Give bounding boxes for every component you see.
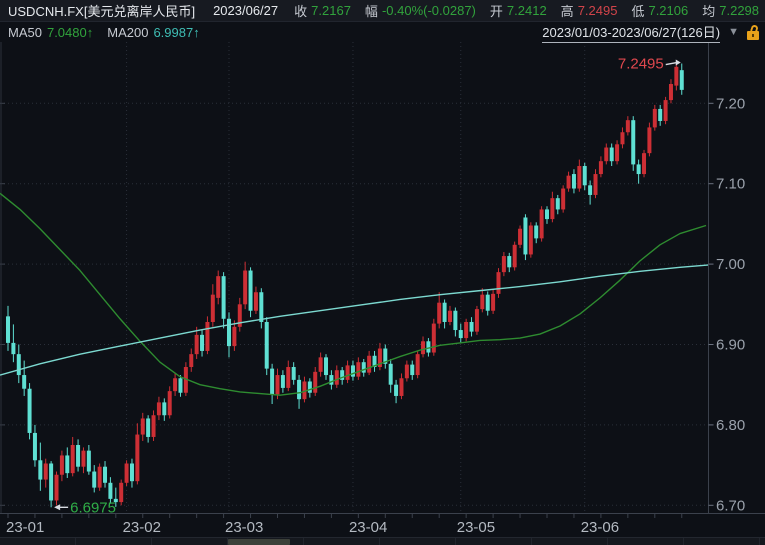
quote-field-close: 收 7.2167 [294,1,351,20]
close-value: 7.2167 [311,3,351,18]
ma50-value: 7.0480↑ [46,24,94,40]
svg-text:7.2495: 7.2495 [618,56,664,73]
ma200-value: 6.9987↑ [153,24,200,40]
svg-text:7.10: 7.10 [716,176,745,193]
svg-text:6.80: 6.80 [716,417,745,434]
horizontal-scrollbar[interactable] [0,537,765,545]
open-label: 开 [489,4,503,19]
chevron-down-icon[interactable]: ▼ [728,26,739,38]
quote-field-high: 高 7.2495 [561,1,618,20]
quote-field-change: 幅 -0.40%(-0.0287) [365,1,476,20]
axes [0,42,765,518]
average-label: 均 [702,4,716,19]
quote-header-bar: USDCNH.FX[美元兑离岸人民币] 2023/06/27 收 7.2167 … [0,0,765,22]
svg-text:6.6975: 6.6975 [70,499,116,516]
y-axis-labels: 6.70 6.80 6.90 7.00 7.10 7.20 [708,95,745,514]
low-label: 低 [631,4,645,19]
svg-text:6.90: 6.90 [716,337,745,354]
change-value: -0.40%(-0.0287) [381,3,476,18]
scrollbar-thumb[interactable] [228,539,290,545]
ma200-line [0,264,710,376]
x-axis-labels: 23-01 23-02 23-03 23-04 23-05 23-06 [6,519,619,536]
gridlines [0,42,709,514]
svg-text:6.70: 6.70 [716,497,745,514]
svg-text:23-05: 23-05 [457,519,495,536]
close-label: 收 [294,4,308,19]
low-value: 7.2106 [648,3,689,18]
ma200-label: MA200 [107,24,149,40]
lock-keyhole [752,33,754,37]
quote-date: 2023/06/27 [213,3,279,18]
svg-text:23-06: 23-06 [581,519,619,536]
date-range-selector[interactable]: 2023/01/03-2023/06/27(126日) [542,22,721,43]
ma50-line [0,192,707,396]
open-value: 7.2412 [506,3,547,18]
symbol-title: USDCNH.FX[美元兑离岸人民币] [8,4,196,19]
price-annotations: 7.2495 6.6975 [54,56,681,516]
change-label: 幅 [364,4,378,19]
svg-text:23-02: 23-02 [123,519,161,536]
ma50-label: MA50 [8,24,42,40]
svg-text:23-01: 23-01 [6,519,44,536]
unlock-icon[interactable] [746,23,761,40]
svg-text:7.20: 7.20 [716,95,745,112]
svg-text:23-04: 23-04 [349,519,387,536]
quote-field-low: 低 7.2106 [631,1,688,20]
candlesticks [6,63,684,508]
average-value: 7.2298 [719,3,760,18]
quote-field-open: 开 7.2412 [490,1,547,20]
svg-text:23-03: 23-03 [225,519,263,536]
high-value: 7.2495 [577,3,618,18]
indicator-bar: MA50 7.0480↑ MA200 6.9987↑ 2023/01/03-20… [0,22,765,43]
high-label: 高 [560,4,574,19]
svg-text:7.00: 7.00 [716,256,745,273]
quote-field-average: 均 7.2298 [702,1,759,20]
